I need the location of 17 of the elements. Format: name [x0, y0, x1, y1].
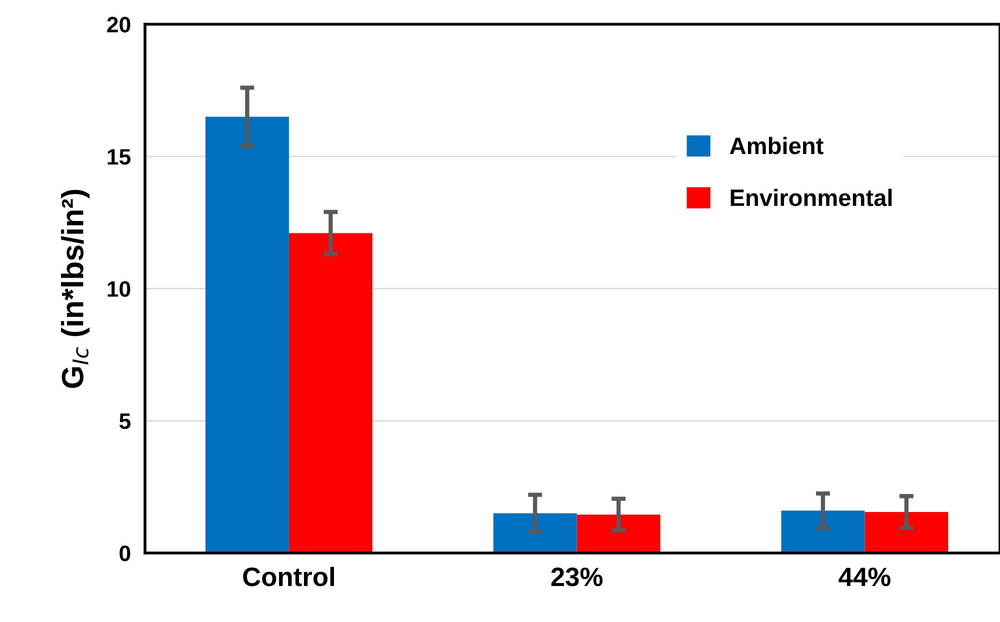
- y-tick-label: 20: [107, 16, 130, 33]
- legend-label: Environmental: [730, 188, 892, 206]
- bar: [493, 513, 577, 553]
- y-tick-label: 10: [108, 281, 130, 297]
- x-tick-label: Control: [243, 566, 334, 586]
- x-tick-label: 44%: [838, 568, 890, 586]
- y-tick-label: 5: [119, 414, 130, 430]
- bar: [781, 510, 865, 553]
- y-tick-label: 15: [108, 149, 130, 165]
- x-tick-label: 23%: [551, 568, 603, 586]
- y-tick-label: 0: [120, 545, 130, 562]
- bar: [205, 116, 289, 553]
- bar: [864, 512, 948, 553]
- bar: [576, 514, 660, 553]
- legend-label: Ambient: [730, 136, 824, 154]
- bar: [288, 233, 372, 553]
- y-axis-title: G$_{Ic}$ (in*lbs/in²): [61, 190, 90, 388]
